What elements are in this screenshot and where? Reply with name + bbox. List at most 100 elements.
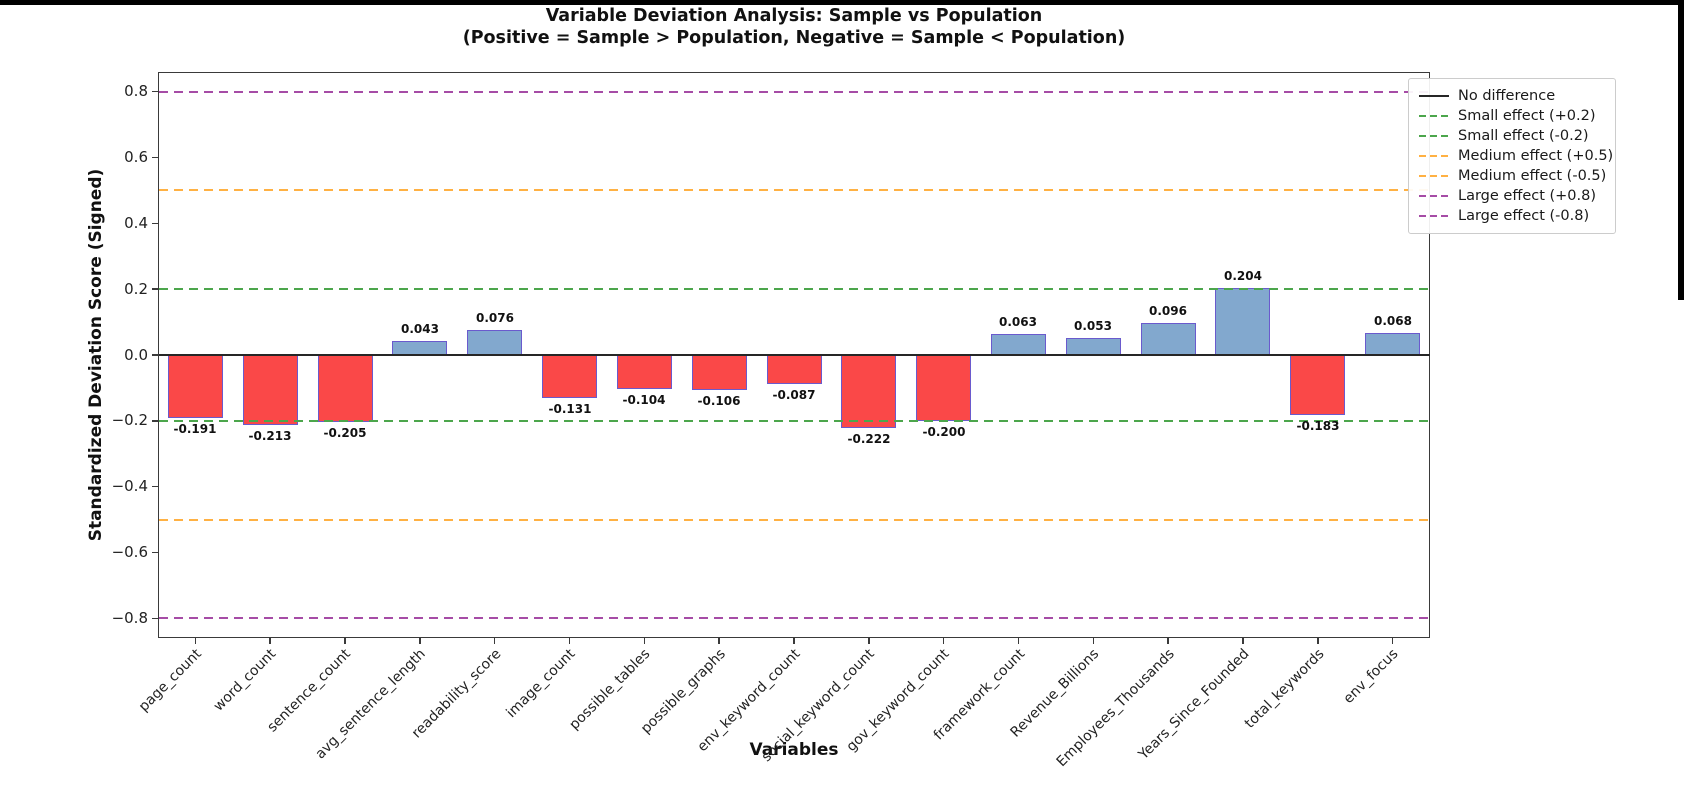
legend-label: Small effect (-0.2) xyxy=(1458,128,1589,144)
x-tick-mark xyxy=(718,638,720,644)
x-tick-mark xyxy=(269,638,271,644)
legend-dashed-line-sample xyxy=(1419,194,1449,198)
legend-dashed-line-sample xyxy=(1419,114,1449,118)
legend-dashed-line-sample xyxy=(1419,214,1449,218)
bar-value-label: -0.131 xyxy=(548,402,592,417)
bar-negative xyxy=(243,355,298,426)
bar-value-label: 0.204 xyxy=(1224,268,1262,283)
x-tick-mark xyxy=(1092,638,1095,644)
screen-edge-top-strip xyxy=(0,0,1684,5)
bar-value-label: -0.213 xyxy=(248,429,292,444)
legend-row: Large effect (+0.8) xyxy=(1419,186,1605,206)
x-tick-mark xyxy=(868,638,870,644)
y-tick-mark xyxy=(152,354,158,356)
bar-positive xyxy=(1365,332,1420,355)
x-tick-mark xyxy=(1317,638,1319,644)
x-tick-mark xyxy=(643,638,646,644)
bar-value-label: -0.183 xyxy=(1296,419,1340,434)
bar-positive xyxy=(467,329,522,355)
x-tick-mark xyxy=(1391,638,1394,644)
bar-value-label: 0.076 xyxy=(476,310,514,325)
legend: No difference Small effect (+0.2) Small ef… xyxy=(1408,78,1616,234)
chart-title: Variable Deviation Analysis: Sample vs P… xyxy=(545,6,1043,26)
legend-label: Large effect (+0.8) xyxy=(1458,188,1597,204)
x-tick-mark xyxy=(344,638,346,644)
reference-line xyxy=(159,518,1430,521)
reference-line xyxy=(159,419,1430,422)
bar-value-label: 0.096 xyxy=(1149,304,1187,319)
y-tick-label: 0.0 xyxy=(124,345,148,364)
bar-value-label: -0.104 xyxy=(622,393,666,408)
bar-value-label: 0.053 xyxy=(1074,318,1112,333)
x-tick-label: env_focus xyxy=(1340,646,1402,707)
x-tick-label: image_count xyxy=(503,646,579,722)
bar-negative xyxy=(542,355,597,399)
bar-negative xyxy=(767,355,822,384)
y-tick-mark xyxy=(152,485,158,488)
legend-label: Large effect (-0.8) xyxy=(1458,208,1590,224)
legend-label: Medium effect (-0.5) xyxy=(1458,168,1607,184)
y-tick-mark xyxy=(152,420,158,422)
y-tick-mark xyxy=(152,90,158,93)
bar-negative xyxy=(318,355,373,423)
x-tick-mark xyxy=(942,638,945,644)
zero-line xyxy=(159,353,1430,357)
x-tick-label: total_keywords xyxy=(1241,646,1328,732)
reference-line xyxy=(159,288,1430,291)
legend-row: No difference xyxy=(1419,86,1605,106)
legend-dashed-line-sample xyxy=(1419,134,1449,138)
legend-solid-line-sample xyxy=(1419,94,1449,98)
legend-dashed-line-sample xyxy=(1419,174,1449,178)
legend-label: No difference xyxy=(1458,88,1556,104)
legend-row: Small effect (-0.2) xyxy=(1419,126,1605,146)
legend-dashed-line-sample xyxy=(1419,154,1449,158)
x-tick-label: page_count xyxy=(135,646,205,715)
chart-subtitle: (Positive = Sample > Population, Negativ… xyxy=(462,28,1126,48)
y-tick-label: 0.2 xyxy=(124,279,148,298)
x-tick-mark xyxy=(194,638,197,644)
y-tick-label: −0.8 xyxy=(111,608,148,627)
bar-negative xyxy=(617,355,672,390)
bar-positive xyxy=(1066,337,1121,355)
bar-positive xyxy=(1141,323,1196,355)
y-tick-label: −0.2 xyxy=(111,411,148,430)
y-tick-label: −0.4 xyxy=(111,477,148,496)
x-axis-label: Variables xyxy=(749,740,839,760)
screen-edge-right-strip xyxy=(1678,0,1684,300)
legend-row: Medium effect (-0.5) xyxy=(1419,166,1607,186)
y-tick-label: 0.4 xyxy=(124,213,148,232)
x-tick-mark xyxy=(493,638,496,644)
bar-negative xyxy=(692,355,747,390)
x-tick-mark xyxy=(1242,638,1244,644)
legend-row: Large effect (-0.8) xyxy=(1419,206,1605,226)
bar-negative xyxy=(1290,355,1345,416)
x-tick-label: possible_tables xyxy=(566,646,654,734)
bar-value-label: -0.191 xyxy=(173,421,217,436)
legend-label: Medium effect (+0.5) xyxy=(1458,148,1614,164)
x-tick-label: word_count xyxy=(211,646,280,715)
bar-value-label: -0.200 xyxy=(922,424,966,439)
y-tick-mark xyxy=(152,156,158,159)
bar-value-label: 0.068 xyxy=(1374,313,1412,328)
x-tick-mark xyxy=(419,638,421,644)
legend-row: Medium effect (+0.5) xyxy=(1419,146,1613,166)
bar-negative xyxy=(168,355,223,418)
bar-negative xyxy=(841,355,896,429)
x-tick-mark xyxy=(568,638,571,644)
bar-negative xyxy=(916,355,971,421)
bar-positive xyxy=(1215,287,1270,355)
bar-value-label: 0.063 xyxy=(999,315,1037,330)
bar-value-label: -0.205 xyxy=(323,426,367,441)
y-tick-label: 0.8 xyxy=(124,82,148,101)
y-tick-mark xyxy=(152,288,158,290)
reference-line xyxy=(159,90,1430,93)
reference-line xyxy=(159,189,1430,192)
y-tick-label: 0.6 xyxy=(124,148,148,167)
y-tick-mark xyxy=(152,551,158,554)
y-tick-label: −0.6 xyxy=(111,542,148,561)
bar-value-label: -0.087 xyxy=(772,387,816,402)
bar-value-label: 0.043 xyxy=(401,321,439,336)
bar-value-label: -0.106 xyxy=(697,393,741,408)
x-tick-mark xyxy=(1017,638,1020,644)
